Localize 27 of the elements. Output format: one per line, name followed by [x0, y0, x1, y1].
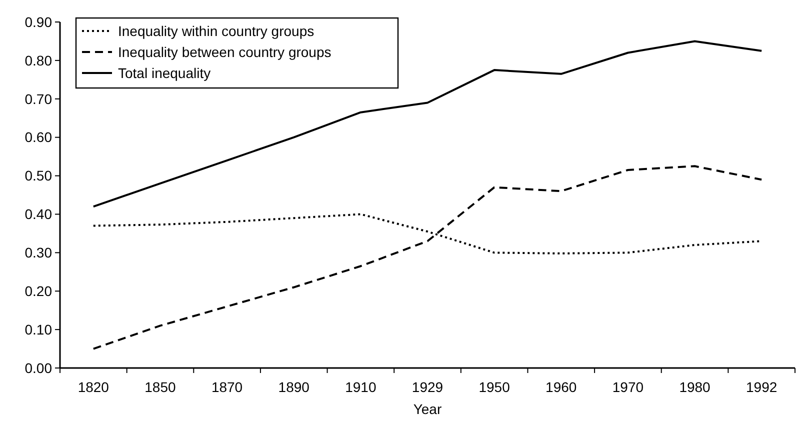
x-tick-label: 1890 [278, 379, 310, 395]
x-tick-label: 1992 [746, 379, 778, 395]
legend-label: Total inequality [118, 64, 211, 81]
y-tick-label: 0.90 [24, 14, 52, 30]
x-tick-label: 1910 [345, 379, 376, 395]
x-tick-label: 1980 [679, 379, 711, 395]
x-tick-label: 1950 [478, 379, 510, 395]
line-series [92, 165, 763, 350]
x-tick-label: 1960 [546, 379, 577, 395]
legend-label: Inequality between country groups [118, 44, 332, 60]
legend-label: Inequality within country groups [118, 22, 314, 39]
y-tick-label: 0.00 [24, 360, 52, 376]
y-tick-label: 0.70 [24, 90, 52, 107]
y-tick-label: 0.30 [24, 244, 52, 261]
y-tick-label: 0.60 [24, 129, 52, 146]
y-tick-label: 0.40 [24, 206, 52, 222]
x-tick-label: 1850 [144, 379, 176, 395]
x-axis-title: Year [413, 401, 442, 417]
line-series [92, 40, 763, 208]
x-tick-label: 1870 [211, 379, 243, 395]
x-tick-label: 1929 [412, 379, 444, 395]
y-tick-label: 0.20 [24, 283, 52, 300]
y-tick-label: 0.50 [24, 168, 52, 184]
x-tick-label: 1820 [78, 379, 110, 395]
y-tick-label: 0.80 [24, 52, 52, 68]
y-tick-label: 0.10 [24, 321, 52, 338]
x-tick-label: 1970 [612, 379, 644, 395]
